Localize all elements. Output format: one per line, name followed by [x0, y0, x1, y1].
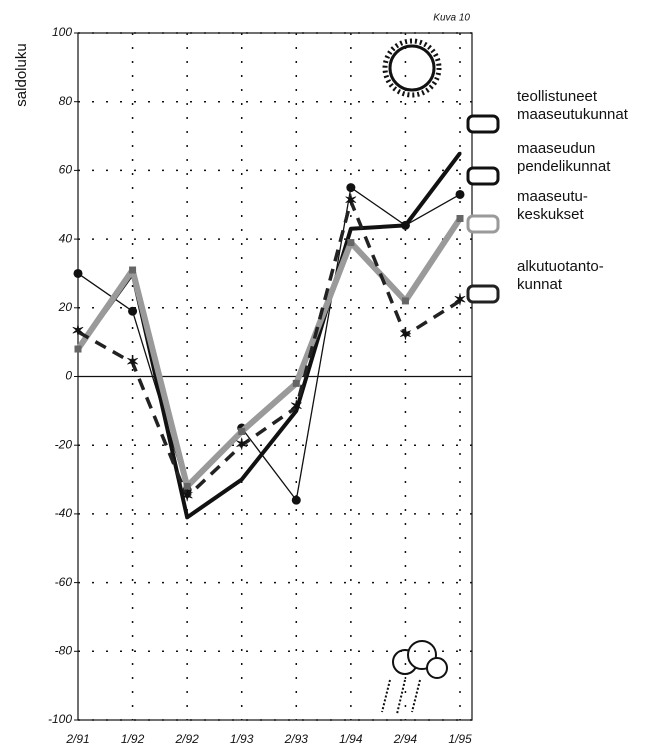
- marker: ✶: [71, 323, 84, 340]
- x-tick-label: 1/95: [448, 732, 472, 746]
- y-tick-label: 40: [59, 231, 73, 245]
- marker: ✶: [235, 436, 248, 453]
- x-tick-label: 2/93: [284, 732, 309, 746]
- x-tick-label: 1/94: [339, 732, 363, 746]
- marker: [291, 495, 301, 505]
- marker: [73, 268, 83, 278]
- marker: [347, 239, 355, 247]
- marker: [458, 151, 462, 155]
- y-tick-label: -100: [48, 712, 72, 726]
- y-tick-label: 0: [65, 369, 72, 383]
- marker: [129, 266, 137, 274]
- marker: ✶: [399, 326, 412, 343]
- x-tick-label: 2/94: [393, 732, 418, 746]
- legend-icon: [466, 214, 500, 234]
- legend-icon: [466, 284, 500, 304]
- cloud-icon: [381, 640, 448, 715]
- legend-label: maaseutu-keskukset: [517, 188, 588, 223]
- series-line: [77, 186, 461, 501]
- y-tick-label: 100: [52, 25, 72, 39]
- marker: [128, 306, 138, 316]
- x-tick-label: 2/92: [174, 732, 199, 746]
- marker: [238, 427, 246, 435]
- marker: [183, 482, 191, 490]
- marker: [294, 409, 298, 413]
- series-line: [75, 216, 463, 490]
- marker: ✶: [344, 193, 357, 210]
- marker: [292, 379, 300, 387]
- legend-label: teollistuneet maaseutukunnat: [517, 88, 628, 123]
- y-tick-label: -20: [55, 437, 73, 451]
- y-tick-label: 80: [59, 94, 73, 108]
- marker: [349, 227, 353, 231]
- legend-icon: [466, 166, 500, 186]
- x-tick-label: 2/91: [65, 732, 89, 746]
- marker: ✶: [290, 399, 303, 416]
- x-tick-label: 1/93: [230, 732, 254, 746]
- series-line: [77, 199, 461, 499]
- marker: [74, 345, 82, 353]
- y-tick-label: -60: [55, 575, 73, 589]
- marker: [455, 189, 465, 199]
- marker: [400, 220, 410, 230]
- x-tick-label: 1/92: [121, 732, 145, 746]
- legend-label: maaseudun pendelikunnat: [517, 140, 611, 175]
- y-tick-label: -40: [55, 506, 73, 520]
- marker: ✶: [126, 354, 139, 371]
- marker: [456, 214, 464, 222]
- y-tick-label: 60: [59, 163, 73, 177]
- marker: [240, 478, 244, 482]
- legend-label: alkutuotanto-kunnat: [517, 258, 604, 293]
- y-tick-label: 20: [58, 300, 73, 314]
- marker: [346, 183, 356, 193]
- sun-icon: [382, 38, 442, 98]
- y-axis-label: saldoluku: [13, 43, 30, 106]
- y-tick-label: -80: [55, 643, 73, 657]
- marker: [401, 297, 409, 305]
- chart-title: Kuva 10: [433, 13, 470, 24]
- marker: ✶: [180, 488, 193, 505]
- legend-icon: [466, 114, 500, 134]
- marker: [185, 515, 189, 519]
- marker: ✶: [453, 292, 466, 309]
